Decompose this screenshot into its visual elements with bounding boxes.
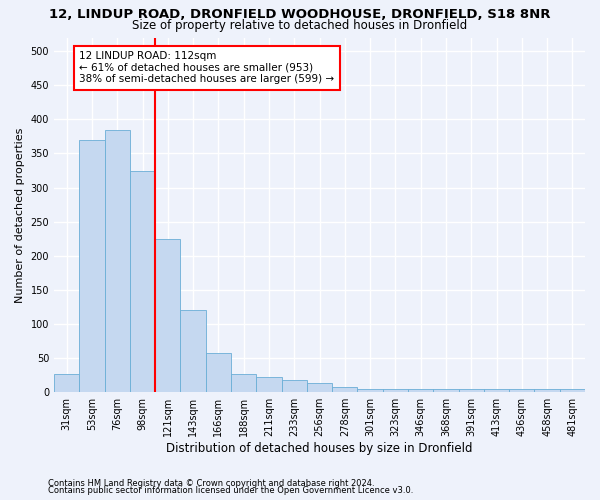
- Text: Contains public sector information licensed under the Open Government Licence v3: Contains public sector information licen…: [48, 486, 413, 495]
- Bar: [383, 389, 408, 392]
- Bar: [256, 377, 281, 392]
- Bar: [206, 352, 231, 392]
- Bar: [408, 389, 433, 392]
- Bar: [281, 380, 307, 392]
- Bar: [155, 238, 181, 392]
- Bar: [509, 389, 535, 392]
- Bar: [307, 384, 332, 392]
- Y-axis label: Number of detached properties: Number of detached properties: [15, 127, 25, 302]
- Bar: [560, 389, 585, 392]
- Bar: [358, 389, 383, 392]
- Bar: [104, 130, 130, 392]
- Bar: [231, 374, 256, 392]
- Text: 12 LINDUP ROAD: 112sqm
← 61% of detached houses are smaller (953)
38% of semi-de: 12 LINDUP ROAD: 112sqm ← 61% of detached…: [79, 51, 334, 84]
- Text: Contains HM Land Registry data © Crown copyright and database right 2024.: Contains HM Land Registry data © Crown c…: [48, 478, 374, 488]
- Bar: [181, 310, 206, 392]
- Bar: [130, 170, 155, 392]
- X-axis label: Distribution of detached houses by size in Dronfield: Distribution of detached houses by size …: [166, 442, 473, 455]
- Bar: [458, 389, 484, 392]
- Bar: [535, 389, 560, 392]
- Bar: [54, 374, 79, 392]
- Bar: [484, 389, 509, 392]
- Bar: [433, 389, 458, 392]
- Text: Size of property relative to detached houses in Dronfield: Size of property relative to detached ho…: [133, 18, 467, 32]
- Text: 12, LINDUP ROAD, DRONFIELD WOODHOUSE, DRONFIELD, S18 8NR: 12, LINDUP ROAD, DRONFIELD WOODHOUSE, DR…: [49, 8, 551, 20]
- Bar: [79, 140, 104, 392]
- Bar: [332, 388, 358, 392]
